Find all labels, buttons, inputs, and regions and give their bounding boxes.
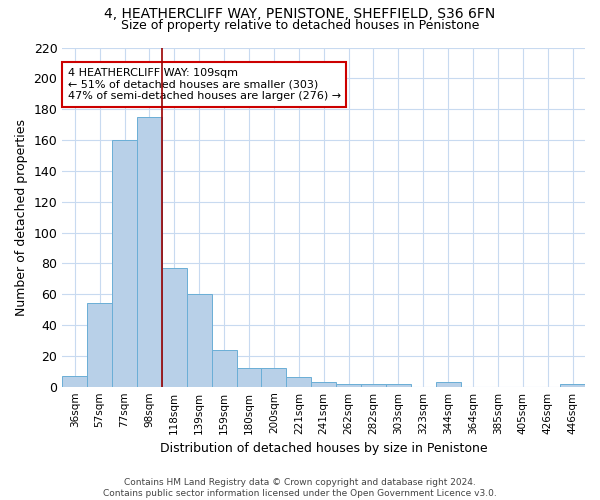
Bar <box>262 368 286 386</box>
Bar <box>212 350 236 387</box>
Bar <box>112 140 137 386</box>
Text: Size of property relative to detached houses in Penistone: Size of property relative to detached ho… <box>121 19 479 32</box>
Bar <box>361 384 386 386</box>
Bar <box>336 384 361 386</box>
Bar <box>236 368 262 386</box>
Bar <box>386 384 411 386</box>
Text: 4 HEATHERCLIFF WAY: 109sqm
← 51% of detached houses are smaller (303)
47% of sem: 4 HEATHERCLIFF WAY: 109sqm ← 51% of deta… <box>68 68 341 101</box>
Bar <box>436 382 461 386</box>
Bar <box>62 376 87 386</box>
Bar <box>187 294 212 386</box>
Bar <box>311 382 336 386</box>
Bar <box>87 304 112 386</box>
Y-axis label: Number of detached properties: Number of detached properties <box>15 118 28 316</box>
Text: Contains HM Land Registry data © Crown copyright and database right 2024.
Contai: Contains HM Land Registry data © Crown c… <box>103 478 497 498</box>
Bar <box>286 378 311 386</box>
Bar <box>137 117 162 386</box>
Bar <box>162 268 187 386</box>
Text: 4, HEATHERCLIFF WAY, PENISTONE, SHEFFIELD, S36 6FN: 4, HEATHERCLIFF WAY, PENISTONE, SHEFFIEL… <box>104 8 496 22</box>
Bar <box>560 384 585 386</box>
X-axis label: Distribution of detached houses by size in Penistone: Distribution of detached houses by size … <box>160 442 487 455</box>
